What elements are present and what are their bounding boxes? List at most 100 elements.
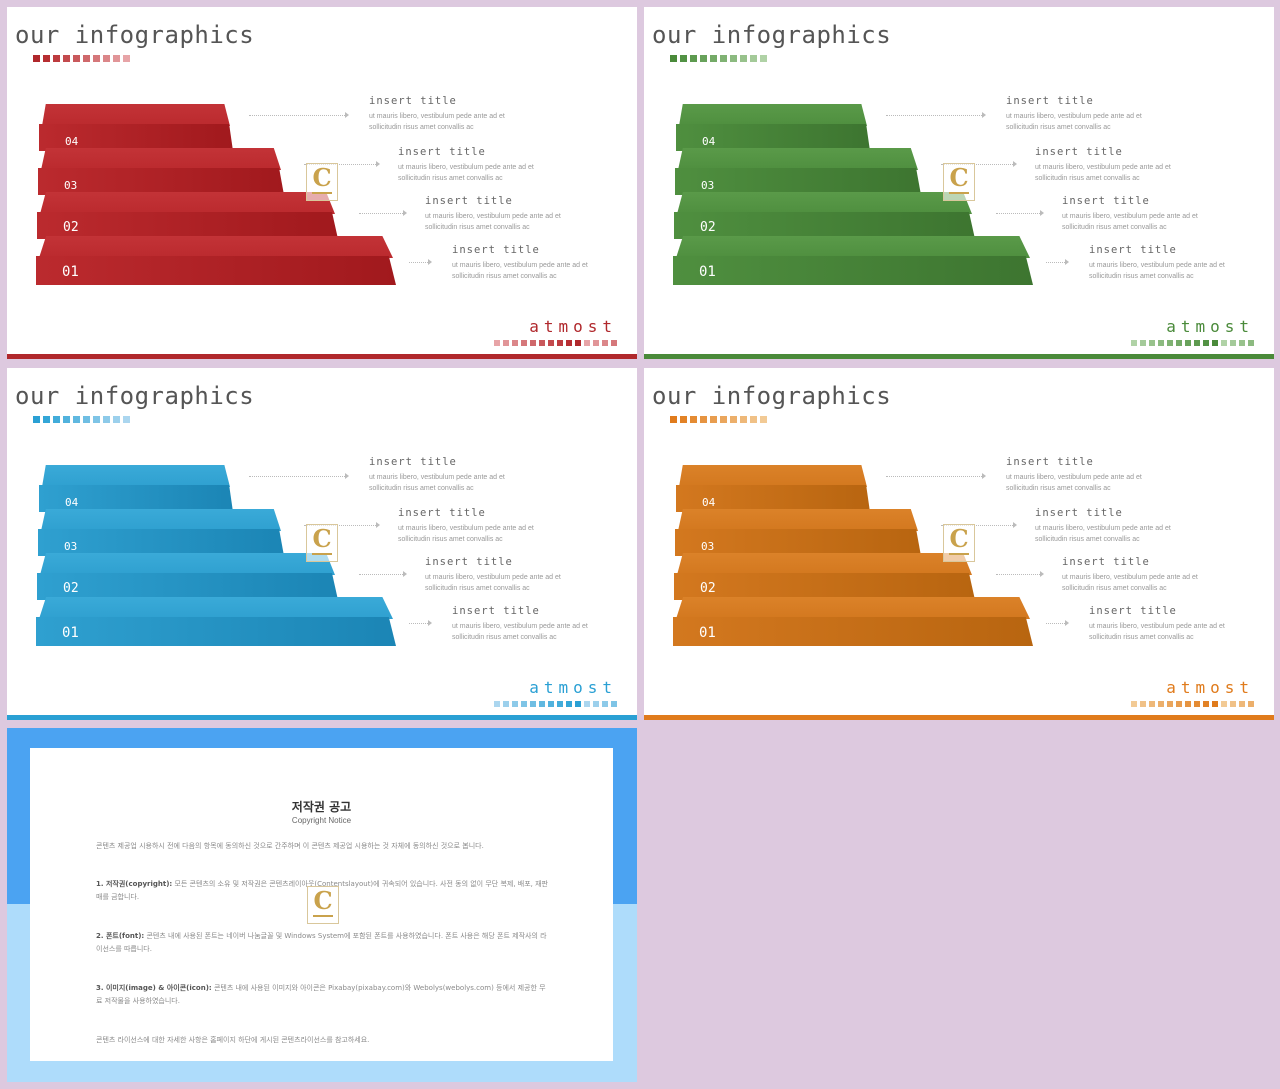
item-body-line-2: sollicitudin risus amet convallis ac <box>398 175 503 182</box>
accent-square <box>1131 701 1137 707</box>
accent-square <box>1239 340 1245 346</box>
accent-square <box>1158 701 1164 707</box>
item-body-line-2: sollicitudin risus amet convallis ac <box>425 585 530 592</box>
connector-line <box>304 164 376 165</box>
item-title: insert title <box>425 195 513 207</box>
item-body-line-2: sollicitudin risus amet convallis ac <box>1062 585 1167 592</box>
brand-squares <box>1131 340 1254 346</box>
item-text-block: insert title ut mauris libero, vestibulu… <box>369 456 609 494</box>
item-body-line-2: sollicitudin risus amet convallis ac <box>369 124 474 131</box>
step-02: 02 <box>674 553 975 600</box>
infographic-slide: our infographics 04 03 02 01 insert titl… <box>644 7 1274 359</box>
accent-square <box>53 55 60 62</box>
watermark-logo: C <box>306 524 338 562</box>
item-text-block: insert title ut mauris libero, vestibulu… <box>452 244 637 282</box>
accent-square <box>1185 701 1191 707</box>
accent-square <box>710 416 717 423</box>
connector-arrow-icon <box>1040 571 1044 577</box>
brand-name: atmost <box>1166 678 1254 697</box>
item-body-line-2: sollicitudin risus amet convallis ac <box>452 273 557 280</box>
accent-square <box>548 701 554 707</box>
item-body-line-1: ut mauris libero, vestibulum pede ante a… <box>1035 525 1171 532</box>
accent-square <box>602 340 608 346</box>
connector-line <box>1046 262 1065 263</box>
item-title: insert title <box>398 507 486 519</box>
section-1-text: 모든 콘텐츠의 소유 및 저작권은 콘텐츠레이아웃(Contentslayout… <box>96 880 548 901</box>
item-title: insert title <box>1006 95 1094 107</box>
logo-letter: C <box>312 163 332 192</box>
accent-square <box>750 55 757 62</box>
accent-square <box>593 701 599 707</box>
item-text-block: insert title ut mauris libero, vestibulu… <box>1089 605 1274 643</box>
item-text-block: insert title ut mauris libero, vestibulu… <box>1006 95 1246 133</box>
item-text-block: insert title ut mauris libero, vestibulu… <box>425 556 637 594</box>
copyright-closing: 콘텐츠 라이선스에 대한 자세한 사항은 홈페이지 하단에 게시된 콘텐츠라이선… <box>96 1036 370 1044</box>
step-03: 03 <box>675 509 921 556</box>
item-body-line-2: sollicitudin risus amet convallis ac <box>1006 485 1111 492</box>
item-title: insert title <box>1062 556 1150 568</box>
step-label: 03 <box>701 179 715 192</box>
accent-square <box>103 416 110 423</box>
brand-name: atmost <box>529 678 617 697</box>
connector-arrow-icon <box>982 112 986 118</box>
step-01: 01 <box>673 597 1033 646</box>
connector-arrow-icon <box>1065 620 1069 626</box>
accent-square <box>494 701 500 707</box>
bottom-accent-bar <box>7 715 637 720</box>
item-title: insert title <box>369 95 457 107</box>
step-02: 02 <box>674 192 975 239</box>
step-label: 01 <box>62 625 79 641</box>
section-3-label: 3. 이미지(image) & 아이콘(icon): <box>96 984 212 992</box>
item-body-line-1: ut mauris libero, vestibulum pede ante a… <box>425 213 561 220</box>
step-04: 04 <box>676 465 870 512</box>
item-body-line-1: ut mauris libero, vestibulum pede ante a… <box>1035 164 1171 171</box>
section-1-label: 1. 저작권(copyright): <box>96 880 173 888</box>
connector-arrow-icon <box>428 259 432 265</box>
accent-square <box>760 416 767 423</box>
item-body-line-1: ut mauris libero, vestibulum pede ante a… <box>452 623 588 630</box>
accent-square <box>123 55 130 62</box>
accent-square <box>1212 340 1218 346</box>
accent-square <box>530 701 536 707</box>
accent-square <box>33 416 40 423</box>
copyright-panel: 저작권 공고 Copyright Notice 콘텐츠 제공업 시용하시 전에 … <box>7 728 637 1082</box>
connector-arrow-icon <box>403 571 407 577</box>
accent-square <box>494 340 500 346</box>
accent-square <box>113 416 120 423</box>
item-body-line-1: ut mauris libero, vestibulum pede ante a… <box>398 164 534 171</box>
accent-square <box>670 416 677 423</box>
accent-square <box>720 55 727 62</box>
connector-arrow-icon <box>345 112 349 118</box>
section-2-text: 콘텐츠 내에 사용된 폰트는 네이버 나눔글꼴 및 Windows System… <box>96 932 547 953</box>
accent-square <box>539 340 545 346</box>
item-body-line-1: ut mauris libero, vestibulum pede ante a… <box>1062 213 1198 220</box>
accent-square <box>690 416 697 423</box>
item-text-block: insert title ut mauris libero, vestibulu… <box>425 195 637 233</box>
accent-square <box>700 416 707 423</box>
item-body-line-2: sollicitudin risus amet convallis ac <box>1006 124 1111 131</box>
step-01: 01 <box>36 597 396 646</box>
accent-square <box>503 340 509 346</box>
accent-square <box>1230 340 1236 346</box>
brand-squares <box>1131 701 1254 707</box>
step-label: 02 <box>63 220 79 235</box>
connector-line <box>996 574 1040 575</box>
accent-square <box>1131 340 1137 346</box>
step-03: 03 <box>38 148 284 195</box>
step-label: 03 <box>64 540 78 553</box>
connector-arrow-icon <box>403 210 407 216</box>
accent-square <box>33 55 40 62</box>
accent-square <box>83 416 90 423</box>
item-body-line-2: sollicitudin risus amet convallis ac <box>398 536 503 543</box>
accent-square <box>575 701 581 707</box>
accent-square <box>750 416 757 423</box>
step-label: 02 <box>700 220 716 235</box>
accent-square <box>1239 701 1245 707</box>
slide-title: our infographics <box>15 382 255 410</box>
item-body-line-1: ut mauris libero, vestibulum pede ante a… <box>369 474 505 481</box>
step-03: 03 <box>38 509 284 556</box>
connector-line <box>359 213 403 214</box>
item-text-block: insert title ut mauris libero, vestibulu… <box>1006 456 1246 494</box>
accent-square <box>1230 701 1236 707</box>
connector-arrow-icon <box>376 161 380 167</box>
